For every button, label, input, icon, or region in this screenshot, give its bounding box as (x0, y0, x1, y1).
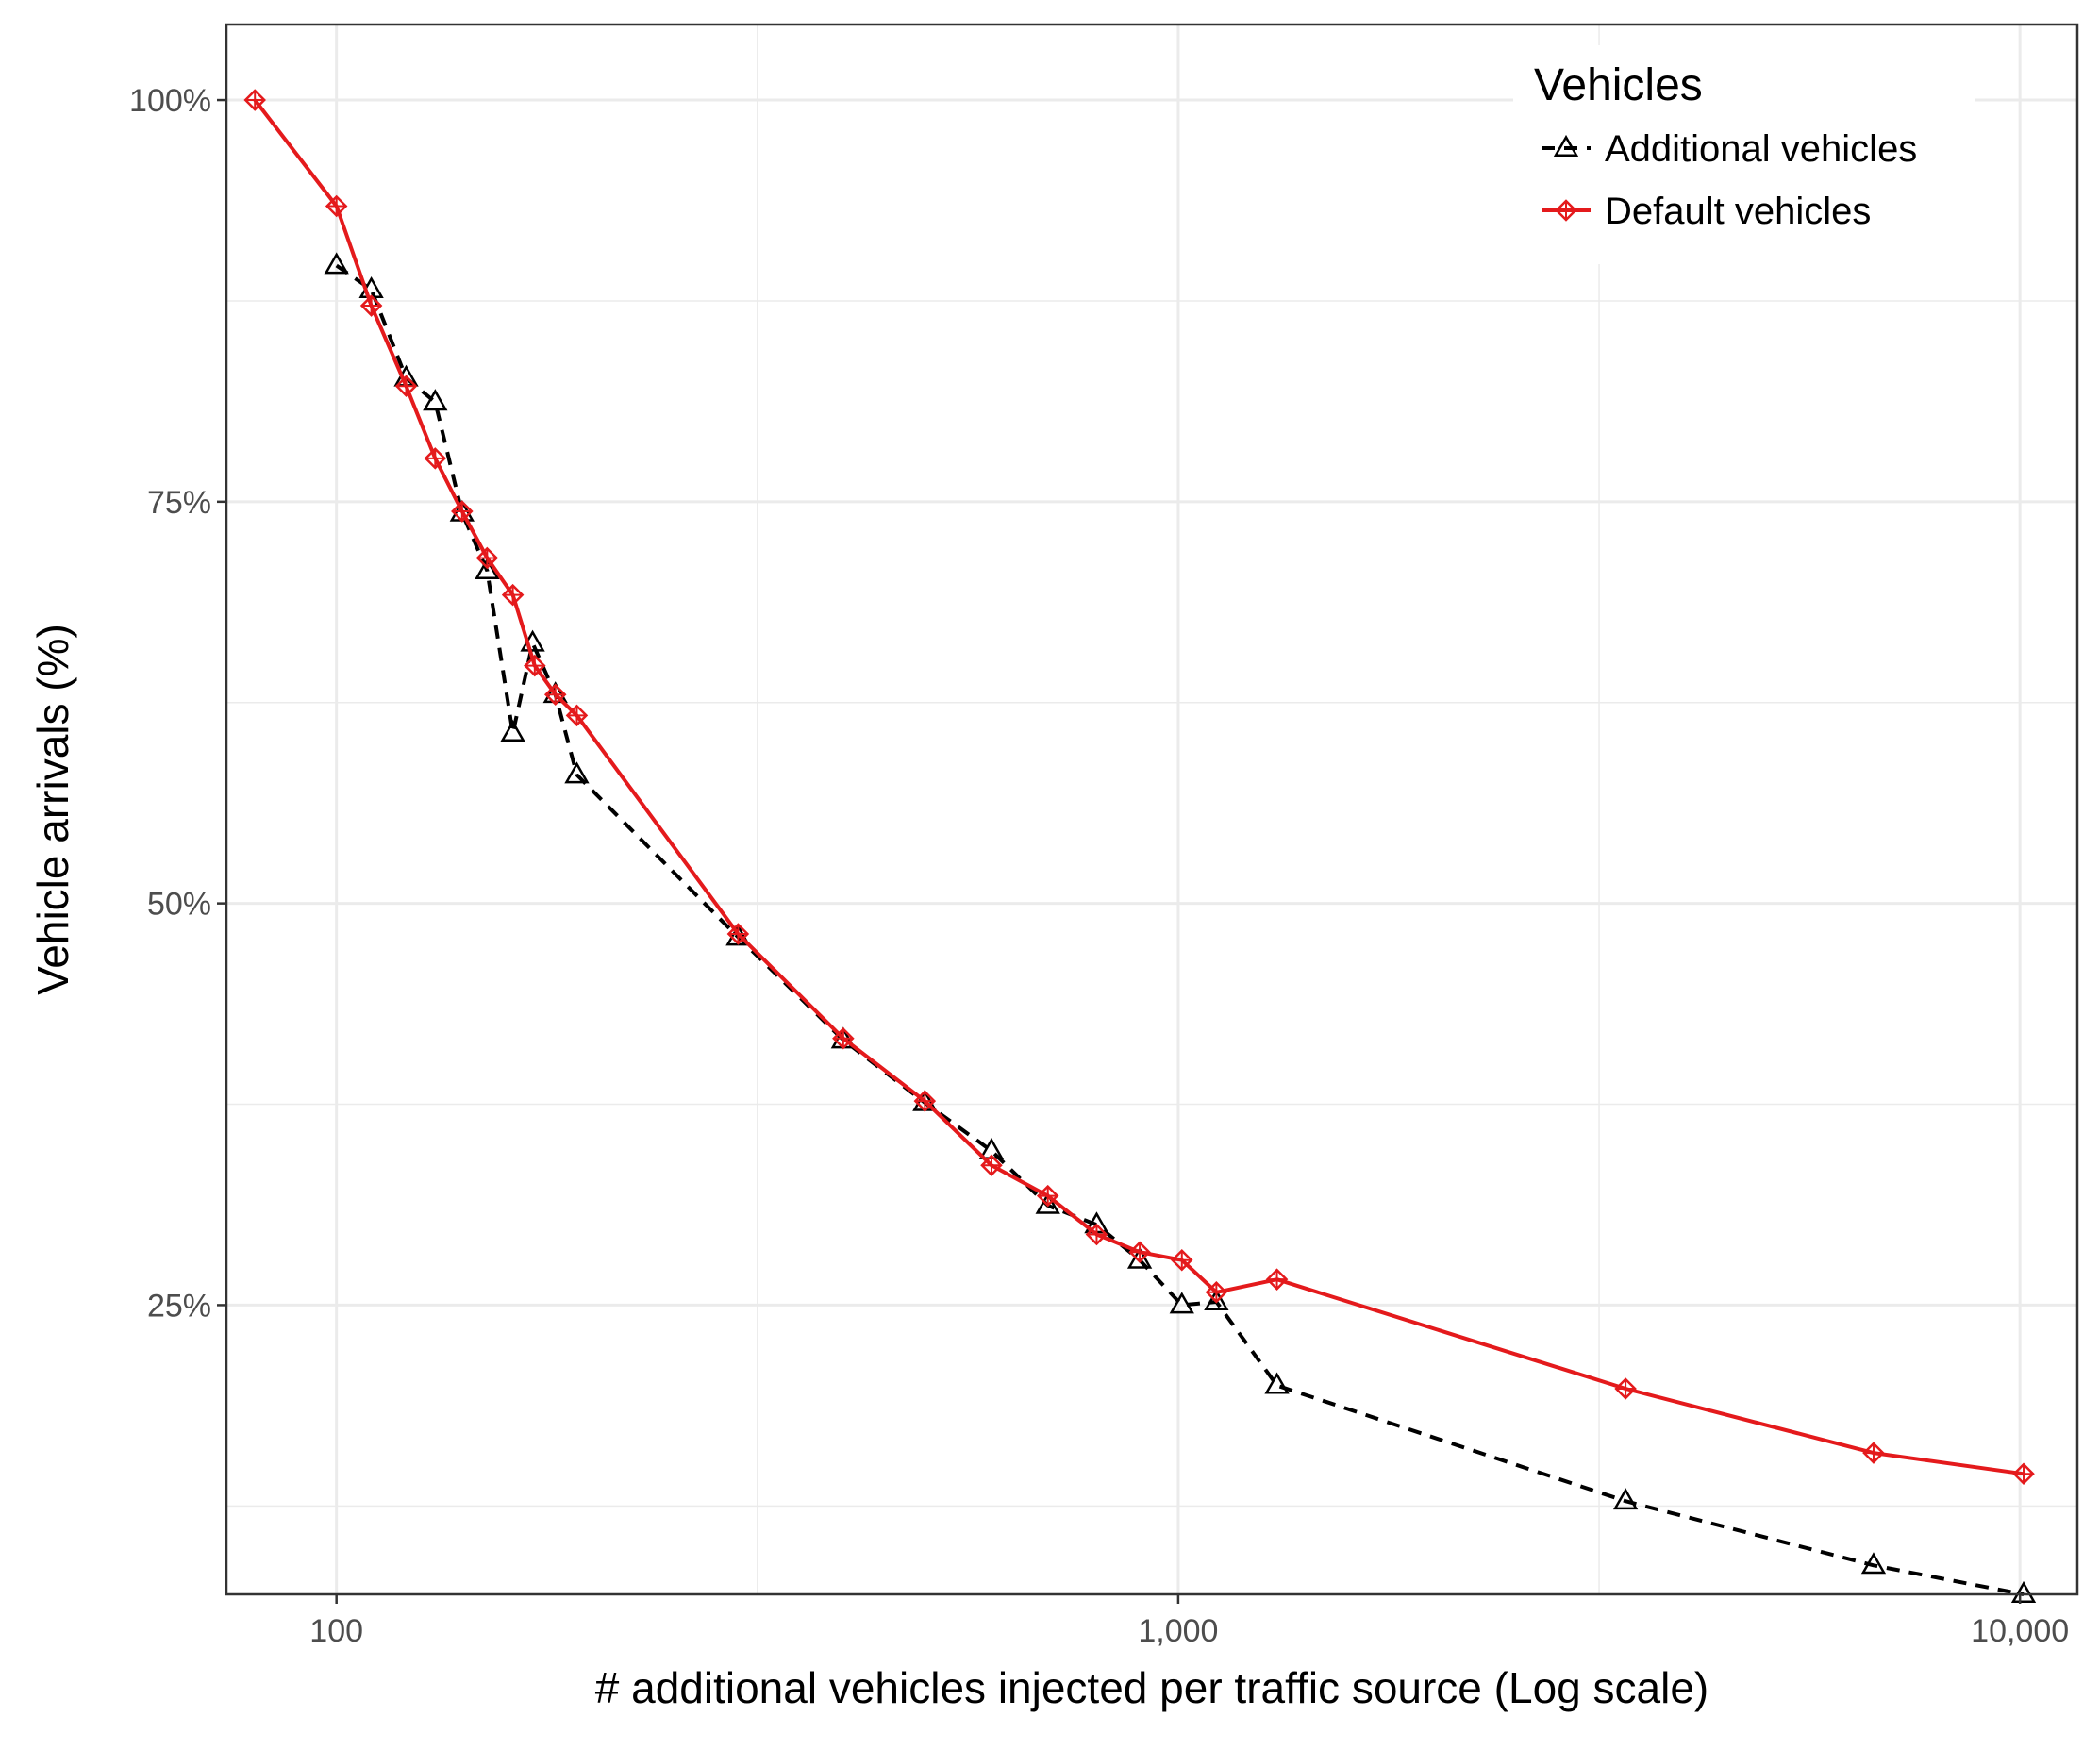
data-point (1862, 1442, 1885, 1464)
data-point (1614, 1377, 1637, 1400)
y-tick-label: 100% (129, 83, 211, 119)
minor-gridlines (226, 25, 2077, 1594)
legend-label: Additional vehicles (1605, 128, 1917, 170)
y-tick-label: 50% (147, 887, 211, 923)
data-point (2010, 1580, 2037, 1603)
legend-background (1513, 45, 1975, 264)
data-point (475, 558, 500, 580)
data-point (1204, 1288, 1229, 1310)
data-point (325, 194, 348, 218)
data-point (1085, 1223, 1108, 1246)
axis-ticks: 25% 50% 75% 100% 100 1,000 10,000 (129, 83, 2069, 1649)
data-point (2012, 1462, 2035, 1486)
data-point (424, 447, 447, 470)
series-line (253, 98, 2025, 1476)
legend-key (1542, 199, 1591, 222)
legend-title: Vehicles (1534, 60, 1703, 110)
data-point (543, 683, 567, 706)
data-point (1126, 1246, 1153, 1269)
data-point (1265, 1268, 1289, 1291)
data-point (980, 1154, 1003, 1177)
y-tick-label: 75% (147, 485, 211, 521)
data-point (1169, 1292, 1194, 1314)
y-axis-title: Vehicle arrivals (%) (28, 624, 77, 995)
x-axis-title: # additional vehicles injected per traff… (595, 1663, 1708, 1712)
data-point (394, 375, 418, 397)
data-point (501, 583, 525, 607)
series-layer (243, 89, 2037, 1603)
data-point (324, 252, 349, 275)
x-tick-label: 1,000 (1138, 1613, 1218, 1649)
data-point (564, 761, 590, 784)
data-point (423, 389, 448, 411)
legend-key-marker (1553, 134, 1579, 157)
data-point (1860, 1552, 1887, 1575)
data-point (565, 704, 589, 727)
data-point (524, 654, 546, 677)
y-tick-label: 25% (147, 1288, 211, 1324)
series-line (335, 263, 2025, 1596)
data-point (475, 546, 499, 570)
data-point (1035, 1192, 1060, 1214)
data-point (243, 89, 266, 111)
data-point (451, 500, 474, 523)
data-point (726, 923, 750, 945)
data-point (1036, 1184, 1059, 1208)
legend-key (1542, 134, 1591, 157)
data-point (1171, 1248, 1193, 1272)
data-point (832, 1026, 855, 1050)
x-tick-label: 100 (309, 1613, 363, 1649)
legend-key-marker (1555, 199, 1577, 222)
legend: Vehicles Additional vehicles Default vehi… (1513, 45, 1975, 264)
data-point (1612, 1488, 1639, 1510)
x-tick-label: 10,000 (1971, 1613, 2069, 1649)
data-point (359, 294, 383, 317)
data-point (1264, 1372, 1290, 1394)
data-point (500, 720, 525, 742)
data-point (913, 1090, 937, 1112)
data-point (1205, 1281, 1228, 1304)
legend-label: Default vehicles (1605, 191, 1871, 232)
data-point (1128, 1241, 1151, 1263)
plot-panel-border (225, 23, 2079, 1596)
series-default-vehicles (243, 89, 2035, 1486)
